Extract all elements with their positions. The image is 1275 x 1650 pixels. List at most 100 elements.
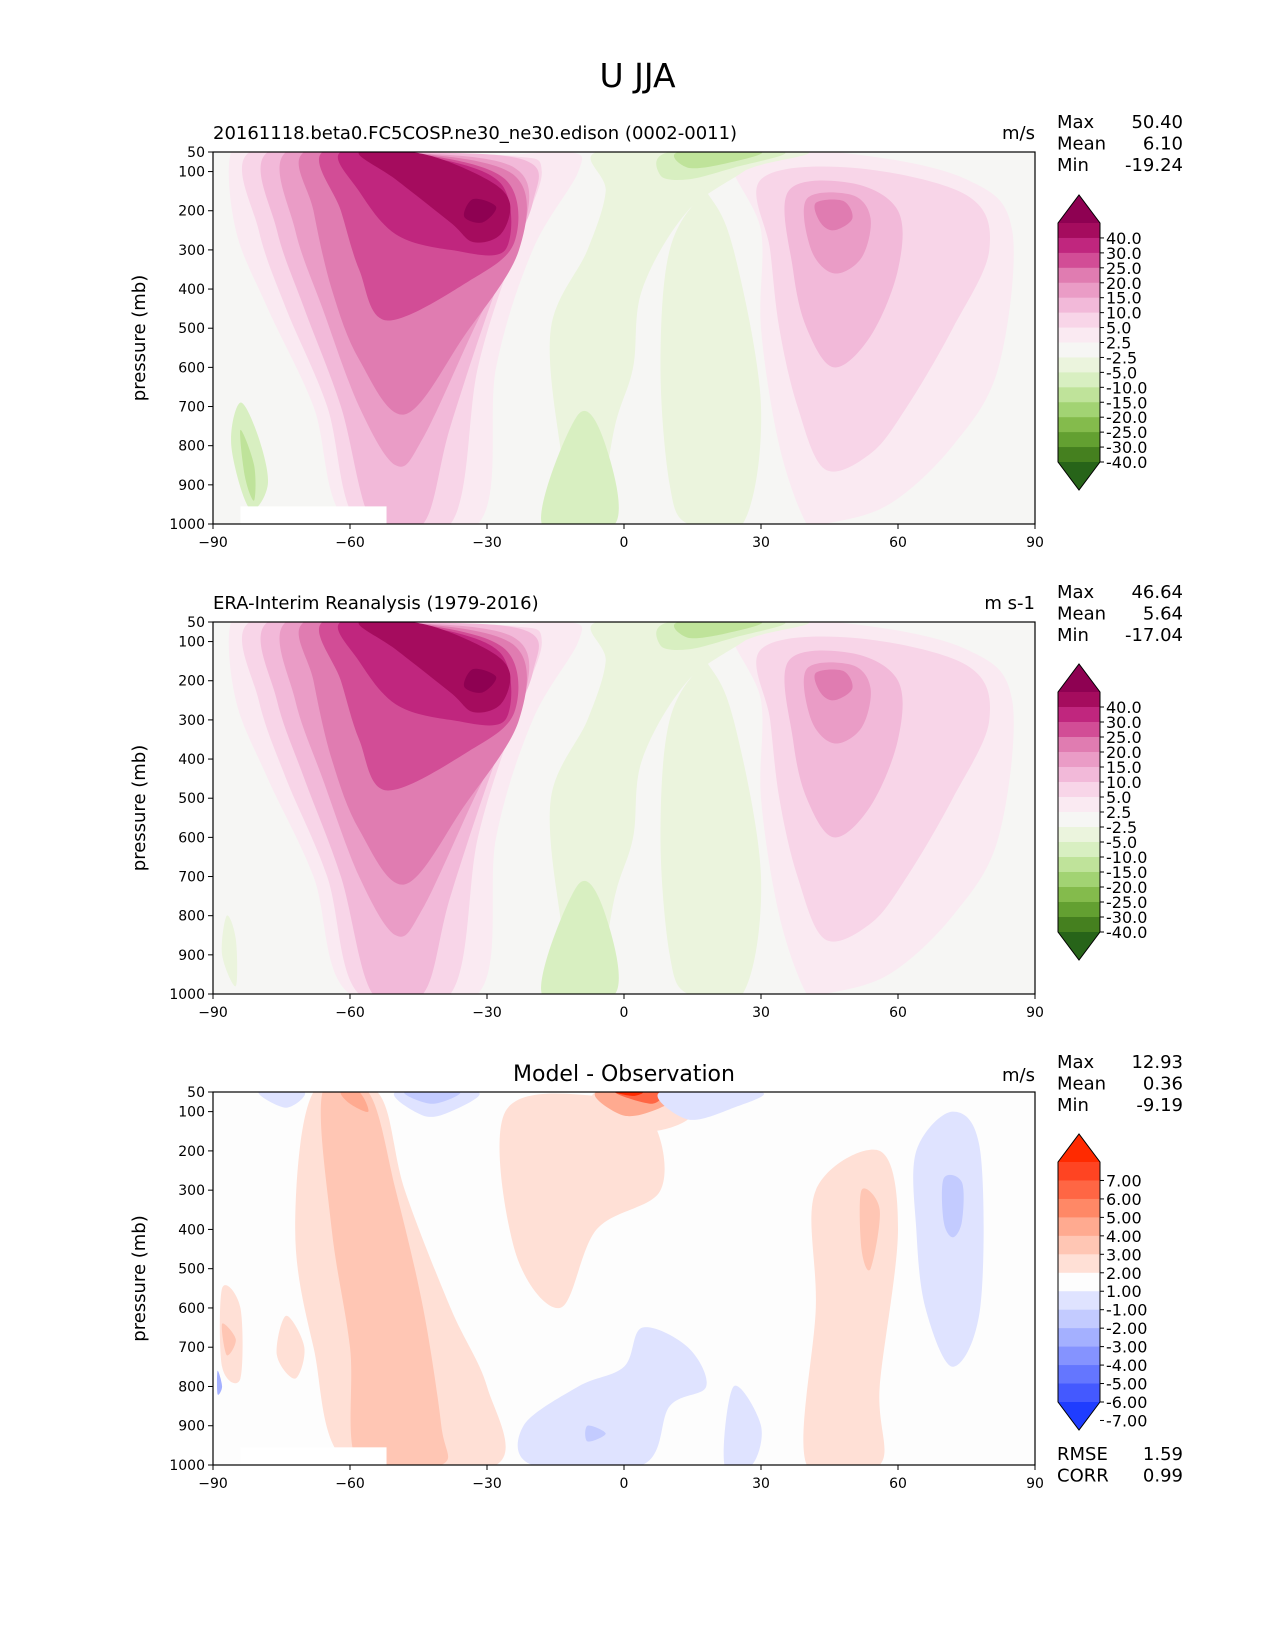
colorbar-extend-bottom — [1058, 1402, 1100, 1430]
x-tick-label: 60 — [889, 1476, 907, 1492]
x-tick-label: −90 — [198, 535, 228, 551]
colorbar-swatch — [1058, 252, 1100, 269]
contour-region — [674, 152, 763, 169]
colorbar-label: -40.0 — [1106, 453, 1147, 472]
colorbar-swatch — [1058, 857, 1100, 873]
y-tick-label: 50 — [187, 1085, 205, 1101]
colorbar-extend-top — [1058, 1134, 1100, 1162]
colorbar-label: 2.5 — [1106, 334, 1131, 353]
colorbar-swatch — [1058, 417, 1100, 433]
contour-region — [541, 880, 619, 994]
contour-fills — [221, 622, 1014, 994]
x-tick-label: −90 — [198, 1005, 228, 1021]
stat-value: -17.04 — [1125, 625, 1183, 646]
y-tick-label: 50 — [187, 145, 205, 161]
colorbar-swatch — [1058, 372, 1100, 388]
stat-value: -19.24 — [1125, 155, 1183, 176]
colorbar-label: 3.00 — [1106, 1245, 1142, 1264]
colorbar-label: 25.0 — [1106, 259, 1142, 278]
stat-value: 6.10 — [1143, 134, 1183, 155]
colorbar-label: 30.0 — [1106, 713, 1142, 732]
stat-label: Mean — [1057, 604, 1106, 625]
panel-title: ERA-Interim Reanalysis (1979-2016) — [213, 593, 539, 614]
stat-value: 12.93 — [1131, 1052, 1183, 1073]
colorbar-swatch — [1058, 1365, 1100, 1385]
x-tick-label: 90 — [1026, 1005, 1044, 1021]
colorbar-label: -15.0 — [1106, 393, 1147, 412]
colorbar-label: 10.0 — [1106, 773, 1142, 792]
colorbar-label: -15.0 — [1106, 863, 1147, 882]
missing-data-mask — [240, 506, 387, 524]
colorbar-label: 40.0 — [1106, 698, 1142, 717]
colorbar-label: 2.5 — [1106, 803, 1131, 822]
stat-label: Min — [1057, 625, 1089, 646]
colorbar-label: -40.0 — [1106, 923, 1147, 942]
colorbar-label: -1.00 — [1106, 1301, 1147, 1320]
colorbar-label: -3.00 — [1106, 1338, 1147, 1357]
colorbar-swatch — [1058, 223, 1100, 239]
panel-title: Model - Observation — [513, 1062, 735, 1087]
stat-value: 50.40 — [1131, 112, 1183, 133]
colorbar-swatch — [1058, 327, 1100, 344]
colorbar-label: 25.0 — [1106, 728, 1142, 747]
colorbar-label: 20.0 — [1106, 743, 1142, 762]
colorbar-label: 1.00 — [1106, 1282, 1142, 1301]
colorbar-label: -2.00 — [1106, 1319, 1147, 1338]
contour-region — [320, 1092, 449, 1465]
contour-fills — [217, 1092, 984, 1465]
stat-value: 0.99 — [1143, 1466, 1183, 1487]
contour-region — [276, 1315, 305, 1379]
colorbar-swatch — [1058, 402, 1100, 418]
colorbar-swatch — [1058, 1162, 1100, 1182]
colorbar: 40.030.025.020.015.010.05.02.5-2.5-5.0-1… — [1057, 663, 1147, 961]
colorbar-swatch — [1058, 1272, 1100, 1292]
y-tick-label: 100 — [178, 635, 205, 651]
x-tick-label: 30 — [752, 1476, 770, 1492]
colorbar-swatch — [1058, 722, 1100, 738]
contour-region — [549, 622, 753, 994]
x-tick-label: −60 — [335, 1476, 365, 1492]
y-tick-label: 300 — [178, 243, 205, 259]
x-tick-label: 30 — [752, 535, 770, 551]
contour-region — [517, 1327, 707, 1465]
colorbar-label: -10.0 — [1106, 378, 1147, 397]
y-tick-label: 1000 — [169, 987, 205, 1003]
y-tick-label: 300 — [178, 713, 205, 729]
colorbar-swatch — [1058, 692, 1100, 708]
colorbar-swatch — [1058, 827, 1100, 843]
contour-region — [859, 1188, 880, 1271]
colorbar-label: -20.0 — [1106, 878, 1147, 897]
contour-region — [614, 1092, 643, 1096]
stat-label: RMSE — [1057, 1444, 1108, 1465]
colorbar-label: -25.0 — [1106, 423, 1147, 442]
colorbar: 40.030.025.020.015.010.05.02.5-2.5-5.0-1… — [1057, 194, 1147, 491]
colorbar-swatch — [1058, 312, 1100, 329]
colorbar-swatch — [1058, 917, 1100, 933]
y-tick-label: 600 — [178, 360, 205, 376]
x-tick-label: 0 — [620, 1476, 629, 1492]
colorbar-swatch — [1058, 707, 1100, 723]
contour-region — [660, 152, 809, 524]
colorbar-label: -30.0 — [1106, 908, 1147, 927]
y-tick-label: 900 — [178, 478, 205, 494]
colorbar-label: 15.0 — [1106, 758, 1142, 777]
y-tick-label: 200 — [178, 674, 205, 690]
colorbar-swatch — [1058, 1328, 1100, 1348]
y-tick-label: 900 — [178, 1419, 205, 1435]
y-tick-label: 500 — [178, 1262, 205, 1278]
x-tick-label: −30 — [472, 535, 502, 551]
stat-label: Mean — [1057, 134, 1106, 155]
contour-region — [660, 622, 809, 994]
contour-region — [814, 199, 853, 231]
x-tick-label: 60 — [889, 1005, 907, 1021]
y-tick-label: 1000 — [169, 517, 205, 533]
colorbar-label: -25.0 — [1106, 893, 1147, 912]
x-tick-label: 90 — [1026, 535, 1044, 551]
colorbar-swatch — [1058, 1346, 1100, 1366]
colorbar-swatch — [1058, 357, 1100, 373]
colorbar-extend-top — [1058, 664, 1100, 692]
contour-region — [463, 198, 497, 223]
colorbar-swatch — [1058, 872, 1100, 888]
colorbar-label: 15.0 — [1106, 289, 1142, 308]
